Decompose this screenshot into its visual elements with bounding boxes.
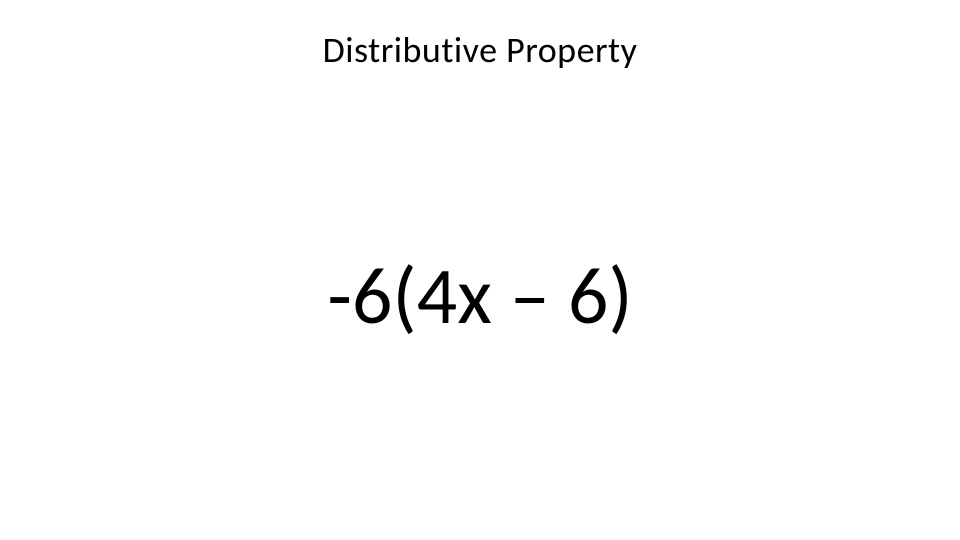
slide-title: Distributive Property xyxy=(0,28,960,72)
math-expression: -6(4x – 6) xyxy=(0,248,960,345)
slide-container: Distributive Property -6(4x – 6) xyxy=(0,0,960,540)
